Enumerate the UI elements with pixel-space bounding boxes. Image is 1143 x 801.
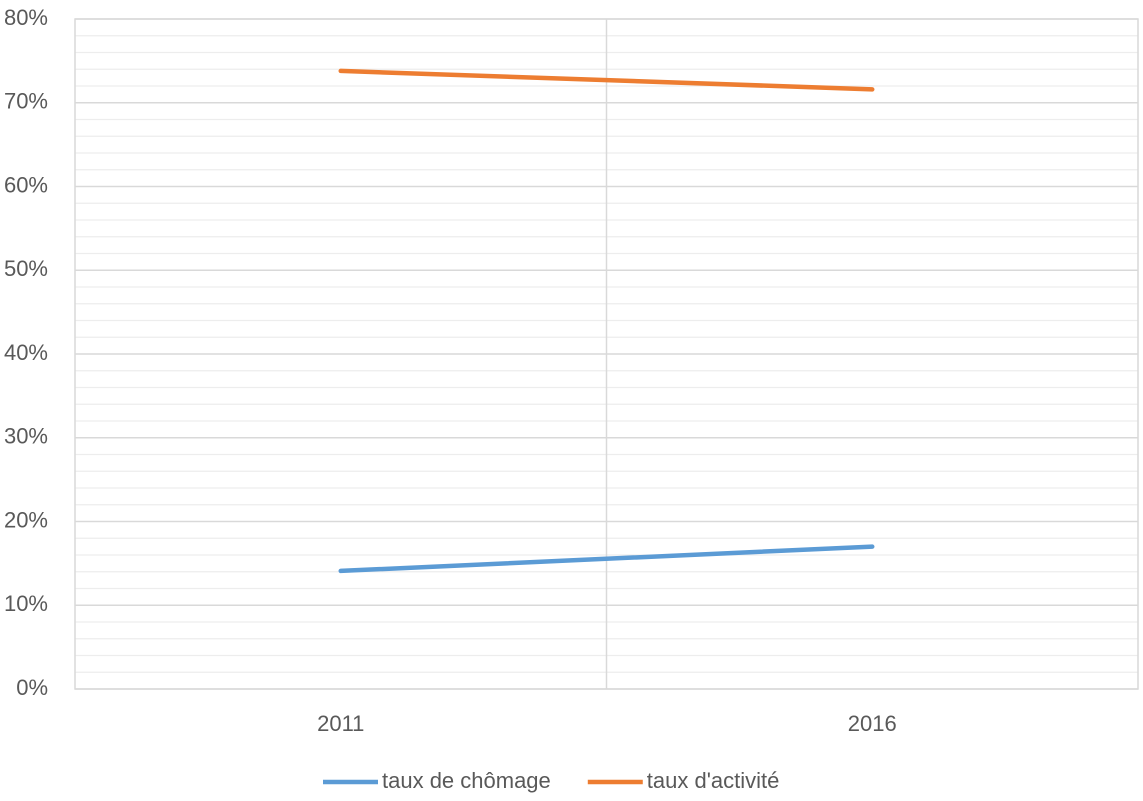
series-line bbox=[338, 544, 875, 574]
y-tick-label: 50% bbox=[4, 256, 48, 281]
y-tick-label: 80% bbox=[4, 5, 48, 30]
y-tick-label: 0% bbox=[16, 675, 48, 700]
y-tick-label: 10% bbox=[4, 591, 48, 616]
legend-label: taux d'activité bbox=[647, 768, 780, 793]
y-tick-label: 30% bbox=[4, 424, 48, 449]
y-tick-label: 40% bbox=[4, 340, 48, 365]
series-line bbox=[338, 68, 875, 92]
x-tick-label: 2011 bbox=[317, 711, 364, 736]
y-tick-label: 20% bbox=[4, 507, 48, 532]
legend-label: taux de chômage bbox=[382, 768, 551, 793]
y-tick-label: 60% bbox=[4, 172, 48, 197]
y-tick-label: 70% bbox=[4, 89, 48, 114]
x-tick-label: 2016 bbox=[848, 711, 897, 736]
